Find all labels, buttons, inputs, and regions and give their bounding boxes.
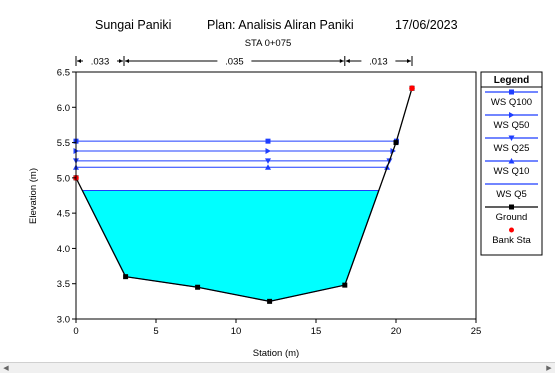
chart-title-river: Sungai Paniki — [95, 18, 171, 32]
scroll-left-icon[interactable]: ◀ — [3, 364, 9, 372]
x-tick-label-0: 0 — [73, 326, 78, 337]
ws-marker-ws-q100-1 — [265, 138, 271, 144]
manning-arrow-left-2 — [345, 59, 350, 63]
x-tick-label-4: 20 — [391, 326, 402, 337]
ground-point-2 — [195, 284, 201, 290]
legend-marker-ground — [509, 204, 514, 210]
chart-title-plan: Plan: Analisis Aliran Paniki — [207, 18, 354, 32]
ws-marker-ws-q50-1 — [265, 148, 271, 155]
legend-label-bank-sta: Bank Sta — [492, 235, 531, 246]
legend-marker-ws-q10 — [508, 158, 515, 164]
manning-arrow-right-0 — [119, 59, 123, 63]
manning-label-1: .035 — [225, 57, 244, 68]
ws-marker-ws-q25-1 — [265, 158, 271, 164]
x-axis-label: Station (m) — [253, 348, 299, 359]
y-axis-label: Elevation (m) — [28, 168, 39, 224]
water-fill-ws-q5 — [81, 190, 380, 302]
legend-label-ws-q10: WS Q10 — [494, 166, 530, 177]
y-tick-label-6: 6.0 — [57, 103, 70, 114]
legend-marker-ws-q25 — [508, 135, 515, 141]
legend-label-ws-q5: WS Q5 — [496, 189, 527, 200]
manning-arrow-right-1 — [339, 59, 344, 63]
legend-label-ws-q25: WS Q25 — [494, 143, 530, 154]
ws-marker-ws-q10-1 — [265, 164, 271, 170]
x-tick-label-2: 10 — [231, 326, 242, 337]
horizontal-scrollbar[interactable]: ◀ ▶ — [0, 362, 555, 373]
manning-arrow-left-0 — [77, 59, 81, 63]
x-tick-label-1: 5 — [153, 326, 158, 337]
legend-label-ws-q100: WS Q100 — [491, 97, 532, 108]
manning-arrow-right-2 — [407, 59, 411, 63]
y-tick-label-2: 4.0 — [57, 244, 70, 255]
x-tick-label-5: 25 — [471, 326, 482, 337]
legend-marker-ws-q100 — [509, 89, 514, 95]
chart-title-date: 17/06/2023 — [395, 18, 458, 32]
manning-label-0: .033 — [91, 57, 110, 68]
y-tick-label-4: 5.0 — [57, 173, 70, 184]
legend-marker-ws-q50 — [509, 112, 515, 118]
manning-arrow-left-1 — [125, 59, 129, 63]
cross-section-chart: Sungai Paniki Plan: Analisis Aliran Pani… — [28, 18, 543, 359]
legend-marker-bank-sta — [509, 227, 514, 233]
ground-point-4 — [342, 282, 348, 288]
scroll-right-icon[interactable]: ▶ — [546, 364, 552, 372]
ground-point-3 — [267, 298, 273, 304]
y-tick-label-1: 3.5 — [57, 279, 70, 290]
ground-point-1 — [123, 274, 129, 280]
y-tick-label-0: 3.0 — [57, 315, 70, 326]
chart-subtitle: STA 0+075 — [245, 38, 292, 49]
ground-point-5 — [393, 140, 399, 146]
y-tick-label-3: 4.5 — [57, 209, 70, 220]
legend: Legend WS Q100 WS Q50 WS Q25 WS Q10 WS Q5 Grou… — [480, 71, 543, 256]
y-tick-label-5: 5.5 — [57, 138, 70, 149]
legend-label-ws-q50: WS Q50 — [494, 120, 530, 131]
legend-title: Legend — [494, 75, 530, 86]
plot-area-frame — [75, 71, 477, 320]
y-tick-label-7: 6.5 — [57, 68, 70, 79]
manning-label-2: .013 — [369, 57, 388, 68]
x-tick-label-3: 15 — [311, 326, 322, 337]
legend-label-ground: Ground — [496, 212, 528, 223]
bank-station-1 — [409, 85, 415, 92]
